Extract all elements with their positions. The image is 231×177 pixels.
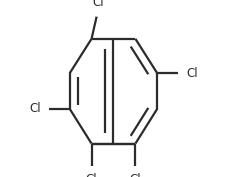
Text: Cl: Cl — [85, 173, 97, 177]
Text: Cl: Cl — [29, 102, 41, 115]
Text: Cl: Cl — [92, 0, 104, 9]
Text: Cl: Cl — [185, 67, 197, 80]
Text: Cl: Cl — [129, 173, 141, 177]
